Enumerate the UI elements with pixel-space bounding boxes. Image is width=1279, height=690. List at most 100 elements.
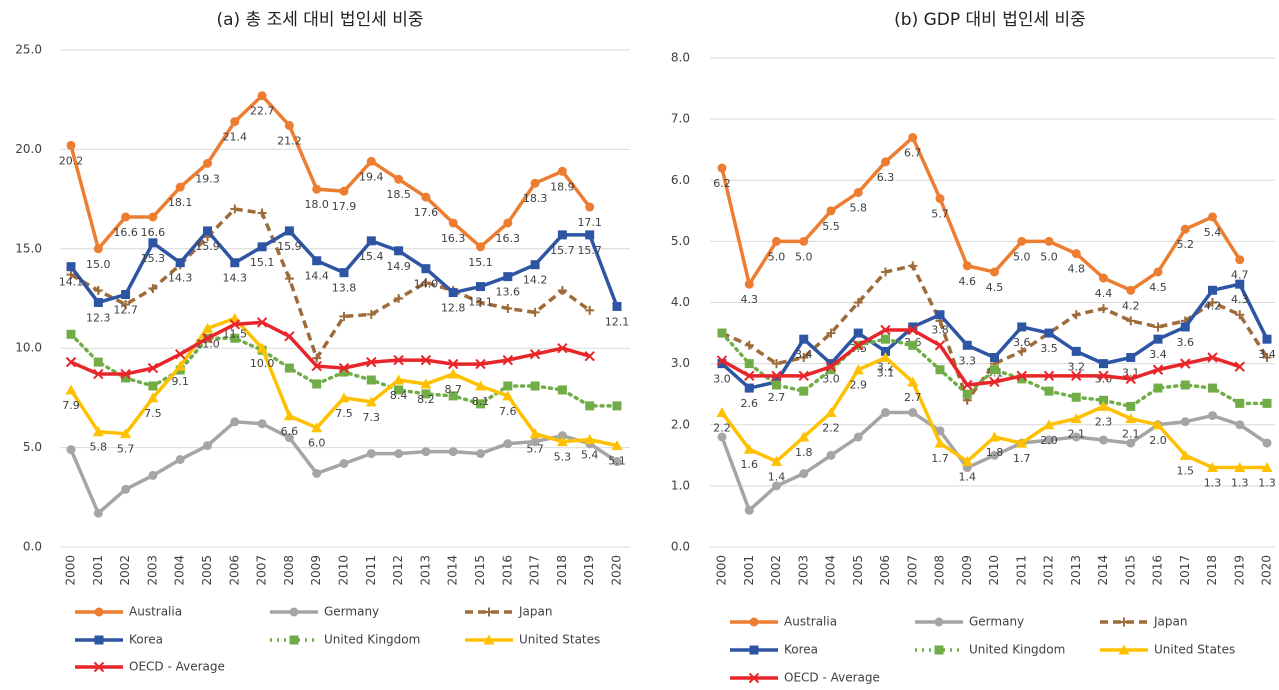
legend-label: Germany xyxy=(969,615,1024,629)
marker xyxy=(148,284,158,294)
marker xyxy=(557,230,567,240)
data-label: 2.1 xyxy=(1122,428,1140,441)
data-label: 4.5 xyxy=(986,281,1004,294)
data-label: 1.7 xyxy=(1013,452,1031,465)
marker xyxy=(447,368,459,379)
data-label: 4.6 xyxy=(959,275,977,288)
data-label: 3.6 xyxy=(1013,336,1031,349)
marker xyxy=(1070,413,1082,424)
data-label: 4.2 xyxy=(1204,299,1222,312)
marker xyxy=(771,370,782,382)
marker xyxy=(93,368,104,380)
marker xyxy=(1126,316,1136,326)
marker xyxy=(121,484,131,494)
marker xyxy=(717,328,727,338)
legend-label: United States xyxy=(1154,643,1235,657)
marker xyxy=(530,307,540,317)
marker xyxy=(420,378,432,389)
marker xyxy=(772,359,781,369)
marker xyxy=(1235,420,1245,430)
marker xyxy=(448,218,458,228)
marker xyxy=(339,186,349,196)
data-label: 8.4 xyxy=(390,389,408,402)
marker xyxy=(881,157,890,167)
marker xyxy=(311,422,323,433)
marker xyxy=(530,437,540,447)
marker xyxy=(717,432,727,442)
series xyxy=(65,312,623,451)
marker xyxy=(1235,398,1245,408)
marker xyxy=(339,367,349,377)
marker xyxy=(120,428,132,439)
data-label: 2.0 xyxy=(1040,434,1058,447)
marker xyxy=(881,267,890,277)
data-label: 4.3 xyxy=(741,293,759,306)
marker xyxy=(284,331,295,342)
marker xyxy=(1180,322,1190,332)
data-label: 14.0 xyxy=(414,278,439,291)
series xyxy=(66,417,622,518)
data-label: 15.9 xyxy=(277,240,302,253)
data-label: 7.6 xyxy=(499,405,517,418)
marker xyxy=(93,244,103,254)
x-tick-label: 2008 xyxy=(282,555,296,586)
series xyxy=(717,408,1272,515)
data-label: 14.2 xyxy=(523,274,548,287)
marker xyxy=(1179,449,1191,460)
x-tick-label: 2011 xyxy=(364,555,378,586)
data-label: 1.4 xyxy=(768,470,786,483)
data-label: 4.8 xyxy=(1068,263,1086,276)
marker xyxy=(556,436,568,447)
marker xyxy=(744,359,754,369)
data-label: 12.7 xyxy=(113,304,138,317)
marker xyxy=(476,449,485,459)
x-tick-label: 2016 xyxy=(500,555,514,586)
data-label: 2.7 xyxy=(904,391,922,404)
data-label: 21.2 xyxy=(277,135,302,148)
data-label: 14.3 xyxy=(223,272,248,285)
marker xyxy=(962,379,973,391)
data-label: 18.1 xyxy=(168,196,193,209)
x-tick-label: 2005 xyxy=(851,555,865,586)
marker xyxy=(584,350,595,362)
marker xyxy=(1153,334,1163,344)
marker xyxy=(230,333,240,343)
data-label: 18.3 xyxy=(523,192,548,205)
data-label: 15.1 xyxy=(250,256,275,269)
marker xyxy=(175,455,185,465)
data-label: 18.5 xyxy=(386,188,411,201)
data-label: 2.3 xyxy=(1095,415,1113,428)
x-tick-label: 2014 xyxy=(446,555,460,586)
x-tick-label: 2004 xyxy=(173,555,187,586)
data-label: 3.0 xyxy=(713,373,731,386)
y-tick-label: 8.0 xyxy=(671,51,690,65)
marker xyxy=(612,457,622,467)
marker xyxy=(284,433,294,443)
marker xyxy=(148,470,158,480)
data-label: 18.9 xyxy=(550,180,575,193)
marker xyxy=(1125,413,1137,424)
marker xyxy=(366,356,377,368)
data-label: 11.5 xyxy=(223,327,248,340)
marker xyxy=(1180,417,1190,427)
data-label: 10.0 xyxy=(250,357,275,370)
y-tick-label: 2.0 xyxy=(671,417,690,431)
y-tick-label: 3.0 xyxy=(671,356,690,370)
marker xyxy=(1099,395,1108,405)
marker xyxy=(798,370,809,382)
marker xyxy=(1044,435,1054,445)
marker xyxy=(448,391,458,401)
marker xyxy=(366,236,376,246)
y-tick-label: 0.0 xyxy=(671,540,690,554)
marker xyxy=(935,426,945,436)
marker xyxy=(476,297,485,307)
marker xyxy=(1208,285,1217,295)
marker xyxy=(1152,419,1164,430)
data-label: 2.2 xyxy=(822,422,840,435)
marker xyxy=(799,469,809,479)
marker xyxy=(366,309,376,319)
data-label: 6.6 xyxy=(281,425,299,438)
marker xyxy=(611,440,623,451)
x-tick-label: 2001 xyxy=(742,555,756,586)
marker xyxy=(366,449,376,459)
